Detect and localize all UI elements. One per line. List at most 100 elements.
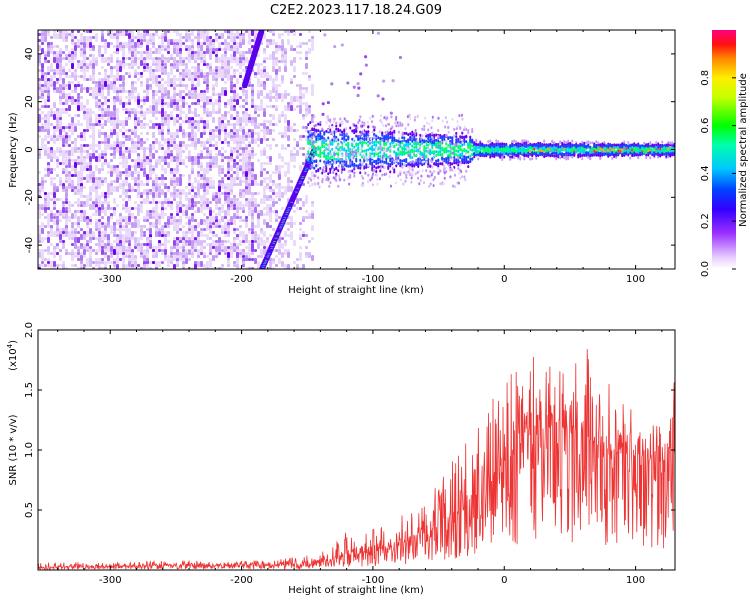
spectrogram-cell <box>227 174 230 177</box>
spectrogram-cell <box>107 111 110 117</box>
spectrogram-cell <box>227 210 230 216</box>
spectrogram-cell <box>125 117 128 120</box>
spectrogram-cell <box>143 189 146 195</box>
spectrogram-cell <box>152 57 155 60</box>
spectrogram-cell <box>53 168 56 171</box>
spectrogram-cell <box>239 123 242 126</box>
spectrogram-cell <box>152 168 155 171</box>
spectrogram-cell <box>182 150 185 153</box>
spectrogram-cell <box>278 132 281 135</box>
spectrogram-cell <box>170 138 173 144</box>
spectrogram-cell <box>140 249 143 252</box>
spectrogram-cell <box>272 123 275 126</box>
spectrogram-cell <box>242 204 245 207</box>
spectrogram-cell <box>287 102 290 105</box>
spectrogram-cell <box>203 147 206 150</box>
spectrogram-cell <box>311 171 314 177</box>
spectrogram-cell <box>341 167 344 171</box>
spectrogram-cell <box>80 213 83 219</box>
spectrogram-cell <box>248 204 251 207</box>
spectrogram-cell <box>53 102 56 108</box>
spectrogram-cell <box>245 216 248 219</box>
spectrogram-cell <box>399 144 402 148</box>
spectrogram-cell <box>158 48 161 51</box>
spectrogram-cell <box>86 153 89 159</box>
spectrogram-cell <box>191 213 194 216</box>
spectrogram-cell <box>272 33 275 36</box>
spectrogram-cell <box>269 156 272 162</box>
spectrogram-cell <box>260 153 263 156</box>
spectrogram-cell <box>116 255 119 258</box>
spectrogram-cell <box>95 237 98 240</box>
spectrogram-cell <box>375 140 378 144</box>
spectrogram-cell <box>140 243 143 246</box>
spectrogram-cell <box>209 216 212 219</box>
spectrogram-cell <box>203 33 206 36</box>
spectrogram-cell <box>137 180 140 183</box>
spectrogram-cell <box>345 138 348 142</box>
spectrogram-cell <box>158 192 161 198</box>
spectrogram-cell <box>359 166 362 170</box>
spectrogram-cell <box>417 165 420 169</box>
spectrogram-cell <box>110 147 113 150</box>
spectrogram-cell <box>128 93 131 96</box>
spectrogram-cell <box>242 237 245 240</box>
spectrogram-cell <box>185 45 188 48</box>
spectrogram-cell <box>371 146 374 150</box>
spectrogram-cell <box>209 156 212 159</box>
spectrogram-cell <box>227 258 230 261</box>
spectrogram-cell <box>266 210 269 216</box>
spectrogram-cell <box>116 108 119 114</box>
spectrogram-cell <box>137 249 140 252</box>
spectrogram-cell <box>275 171 278 174</box>
spectrogram-cell <box>209 153 212 156</box>
spectrogram-cell <box>215 78 218 81</box>
spectrogram-cell <box>89 162 92 165</box>
spectrogram-cell <box>309 140 312 144</box>
spectrogram-cell <box>179 57 182 60</box>
spectrogram-cell <box>86 222 89 225</box>
spectrogram-cell <box>143 69 146 72</box>
spectrogram-cell <box>152 69 155 72</box>
spectrogram-cell <box>110 168 113 171</box>
spectrogram-cell <box>218 96 221 99</box>
spectrogram-cell <box>95 213 98 216</box>
spectrogram-cell <box>415 142 418 146</box>
spectrogram-cell <box>194 102 197 105</box>
spectrogram-cell <box>365 137 368 141</box>
spectrogram-cell <box>311 132 314 136</box>
spectrogram-cell <box>200 195 203 201</box>
spectrogram-cell <box>65 87 68 90</box>
spectrogram-cell <box>197 255 200 258</box>
spectrogram-cell <box>260 84 263 87</box>
spectrogram-cell <box>80 234 83 240</box>
spectrogram-cell <box>122 261 125 264</box>
spectrogram-cell <box>182 135 185 138</box>
spectrogram-cell <box>305 216 308 219</box>
spectrogram-cell <box>224 57 227 60</box>
spectrogram-cell <box>367 130 370 134</box>
spectrogram-cell <box>149 228 152 234</box>
spectrogram-cell <box>152 213 155 216</box>
spectrogram-cell <box>233 135 236 138</box>
spectrogram-cell <box>185 186 188 189</box>
spectrogram-cell <box>218 165 221 168</box>
spectrogram-cell <box>131 63 134 66</box>
spectrogram-cell <box>119 222 122 225</box>
spectrogram-cell <box>80 45 83 48</box>
spectrogram-cell <box>215 54 218 57</box>
spectrogram-cell <box>92 69 95 75</box>
spectrogram-cell <box>321 136 324 140</box>
spectrogram-cell <box>263 123 266 129</box>
spectrogram-cell <box>257 261 260 264</box>
spectrogram-cell <box>110 69 113 72</box>
spectrogram-cell <box>233 117 236 120</box>
spectrogram-cell <box>209 165 212 168</box>
spectrogram-cell <box>182 249 185 252</box>
spectrogram-cell <box>377 165 380 169</box>
spectrogram-cell <box>331 158 334 162</box>
spectrogram-cell <box>164 186 167 189</box>
spectrogram-cell <box>134 75 137 78</box>
spectrogram-cell <box>62 93 65 99</box>
